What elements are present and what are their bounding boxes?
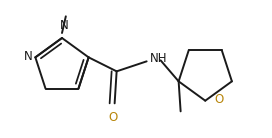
Text: N: N xyxy=(24,50,33,63)
Text: O: O xyxy=(108,111,117,124)
Text: O: O xyxy=(214,93,224,106)
Text: N: N xyxy=(60,19,68,32)
Text: NH: NH xyxy=(150,52,167,65)
